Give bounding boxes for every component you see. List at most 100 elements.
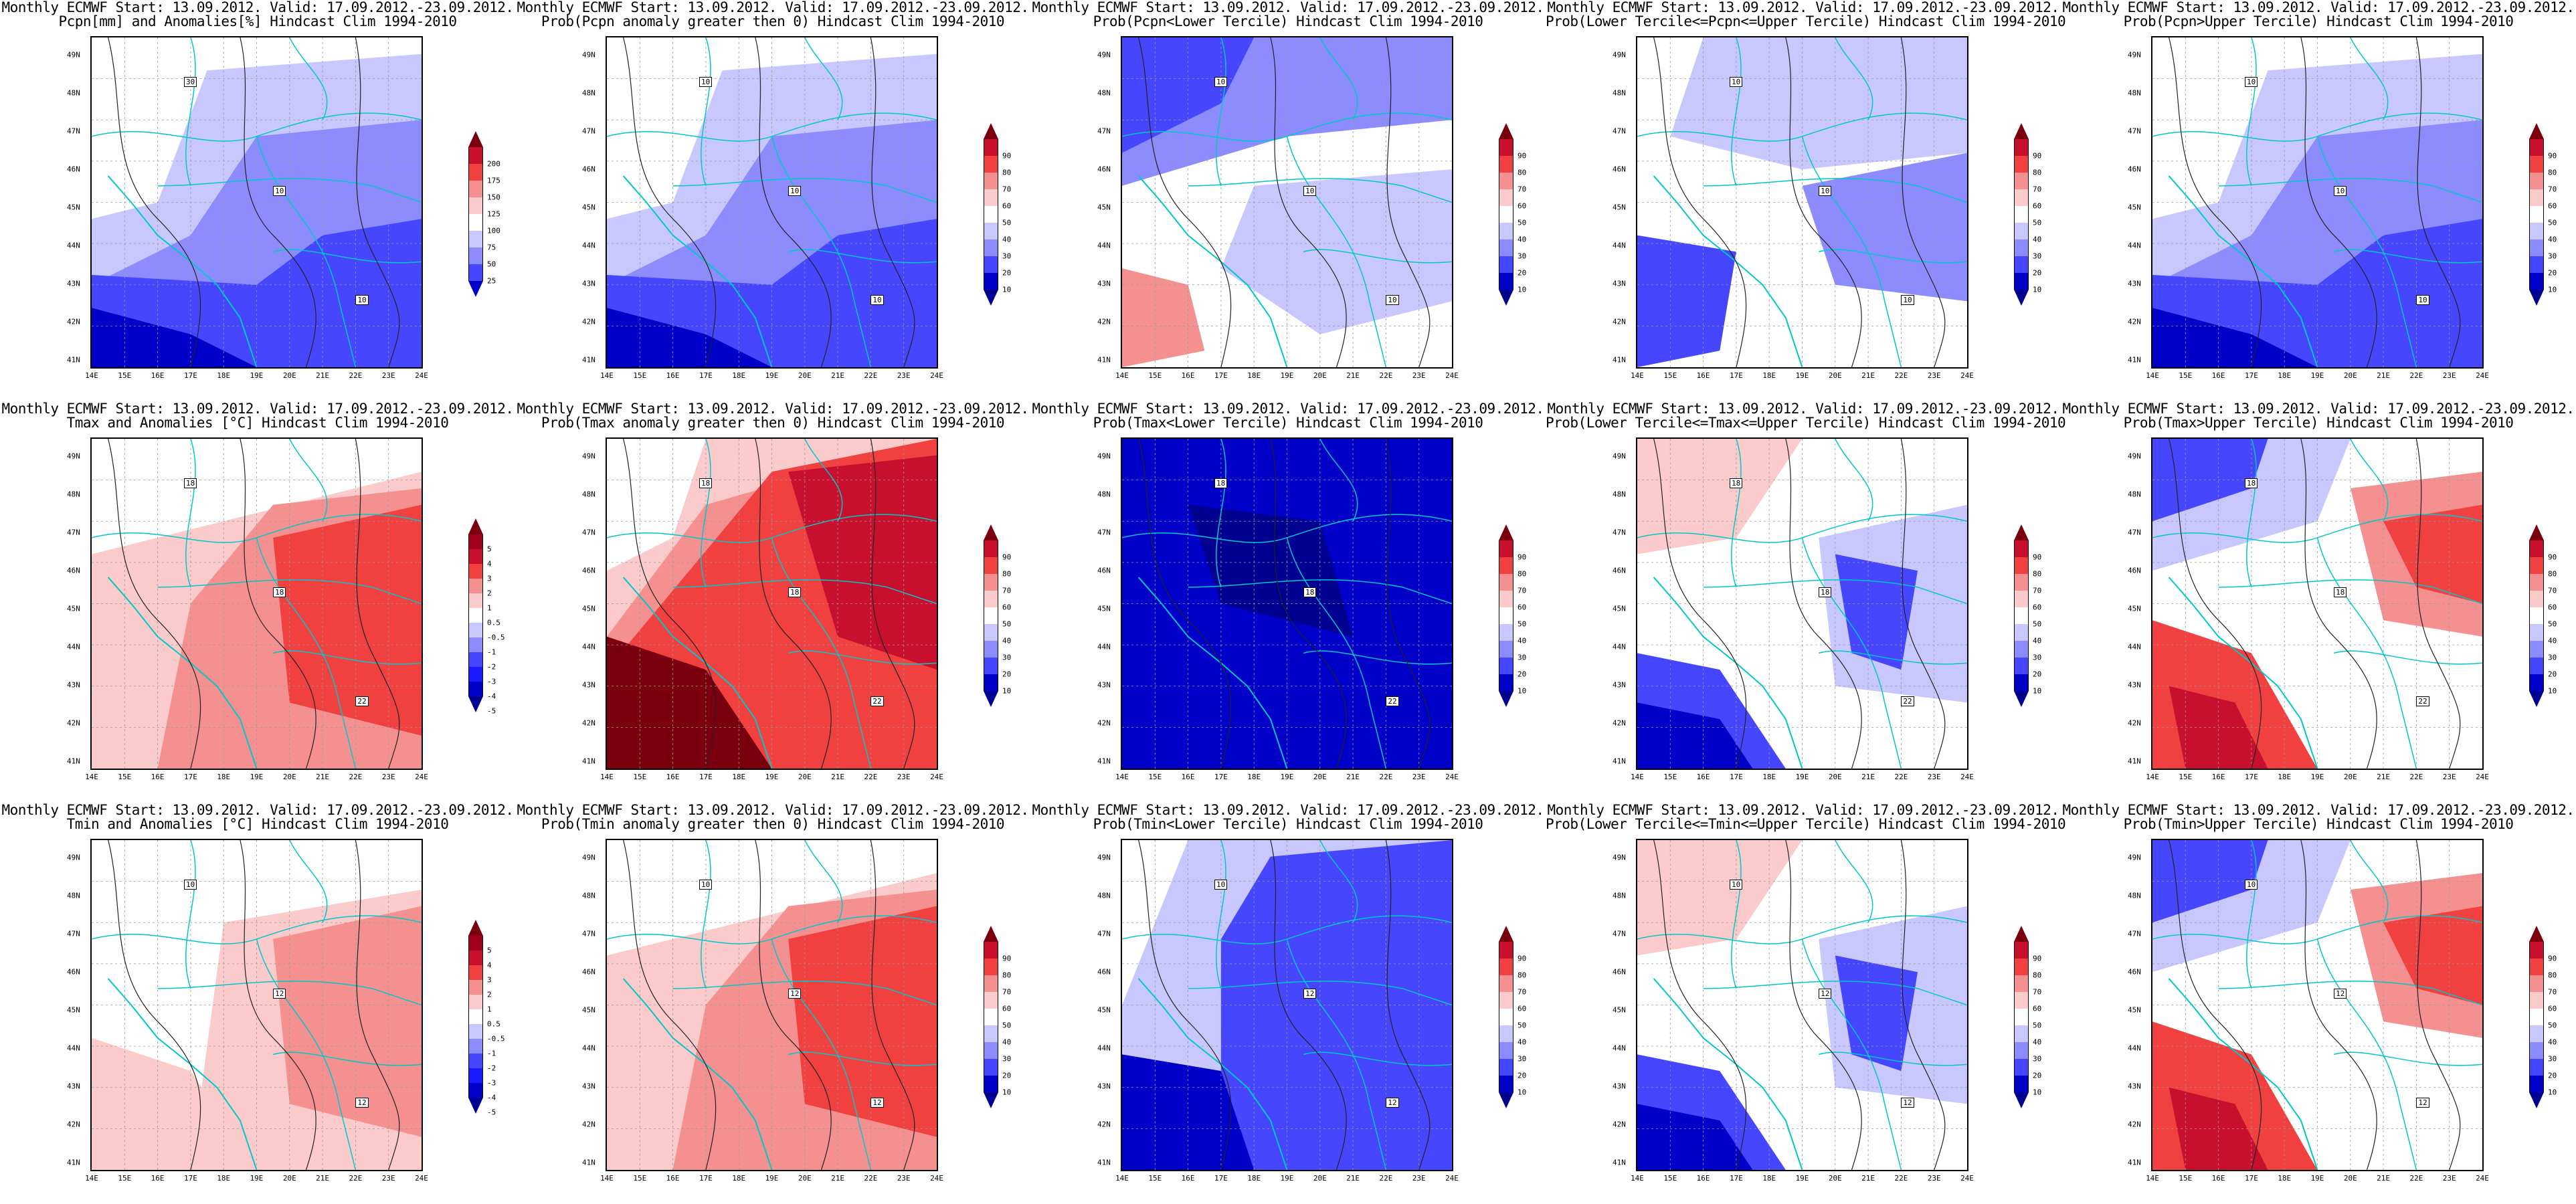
contour-line [108, 840, 201, 1170]
contour-label: 22 [1386, 696, 1399, 706]
lon-tick-label: 24E [2476, 773, 2489, 781]
colorbar-segment [2529, 674, 2544, 691]
colorbar-segment [2014, 540, 2029, 557]
lat-tick-label: 48N [67, 490, 80, 499]
lat-tick-label: 49N [1613, 50, 1626, 60]
colorbar-segment [468, 652, 483, 667]
colorbar-label: 50 [1517, 218, 1527, 227]
colorbar-segment [1499, 607, 1513, 624]
colorbar-segment [468, 667, 483, 682]
panel-title-line2: Pcpn[mm] and Anomalies[%] Hindcast Clim … [58, 13, 457, 29]
colorbar-segment [984, 640, 998, 658]
contour-line [2169, 439, 2262, 769]
contour-line [1385, 840, 1431, 1170]
colorbar-segment [2529, 540, 2544, 557]
lon-tick-label: 19E [1795, 773, 1809, 781]
colorbar-label: 70 [1002, 586, 1012, 595]
lon-tick-label: 22E [349, 371, 363, 380]
lat-tick-label: 49N [67, 452, 80, 461]
colorbar-segment [2014, 172, 2029, 189]
lat-tick-label: 45N [1613, 203, 1626, 212]
lon-tick-label: 16E [2211, 371, 2225, 380]
contour-line [1653, 37, 1747, 367]
lat-tick-label: 46N [1097, 165, 1111, 174]
colorbar-label: -4 [487, 1093, 496, 1102]
lat-tick-label: 48N [582, 490, 595, 499]
lat-tick-label: 42N [67, 1120, 80, 1129]
colorbar-label: -1 [487, 647, 496, 657]
lat-tick-label: 49N [582, 452, 595, 461]
colorbar-label: 80 [1002, 569, 1012, 578]
colorbar-label: 50 [2548, 1021, 2557, 1029]
lat-tick-label: 42N [582, 718, 595, 728]
colorbar-label: 30 [2548, 653, 2557, 662]
colorbar-label: 1 [487, 1005, 492, 1014]
colorbar-segment [2529, 607, 2544, 624]
lat-tick-label: 43N [67, 680, 80, 690]
lat-tick-label: 47N [67, 126, 80, 136]
lon-tick-label: 16E [1696, 371, 1710, 380]
lon-tick-label: 15E [118, 371, 132, 380]
contour-line [1900, 840, 1946, 1170]
colorbar-label: 80 [2548, 971, 2557, 979]
colorbar-label: 60 [2033, 1004, 2042, 1013]
colorbar-label: 80 [1002, 168, 1012, 177]
country-border [185, 439, 196, 588]
colorbar-label: 80 [2548, 168, 2557, 177]
colorbar-segment [2529, 272, 2544, 290]
lat-tick-label: 42N [2128, 317, 2141, 326]
lon-tick-label: 18E [217, 773, 231, 781]
colorbar-segment [984, 1075, 998, 1092]
lon-tick-label: 21E [2377, 773, 2391, 781]
lon-tick-label: 14E [85, 371, 98, 380]
country-border [185, 840, 196, 989]
colorbar [468, 131, 483, 297]
lon-tick-label: 19E [2310, 773, 2324, 781]
colorbar-segment [2529, 623, 2544, 641]
lon-tick-label: 17E [1729, 1174, 1743, 1183]
contour-label: 12 [355, 1097, 369, 1108]
colorbar-label: 40 [1002, 1037, 1012, 1046]
map-panel-r1c5: Monthly ECMWF Start: 13.09.2012. Valid: … [2061, 0, 2576, 401]
country-border [2316, 537, 2417, 769]
colorbar-min-arrow [2529, 289, 2544, 306]
lat-tick-label: 41N [2128, 1158, 2141, 1167]
lon-tick-label: 19E [2310, 1174, 2324, 1183]
panel-title-line1: Monthly ECMWF Start: 13.09.2012. Valid: … [517, 802, 1029, 818]
colorbar-segment [468, 593, 483, 608]
lat-tick-label: 48N [582, 891, 595, 900]
colorbar-segment [1499, 239, 1513, 256]
map-area: 30 10 10 [90, 36, 423, 369]
colorbar-segment [984, 172, 998, 189]
colorbar-segment [468, 950, 483, 965]
field-band [1835, 554, 1918, 670]
colorbar-min-arrow [1499, 289, 1513, 306]
lat-tick-label: 46N [67, 967, 80, 977]
lon-tick-label: 17E [1214, 1174, 1228, 1183]
country-border [289, 439, 328, 522]
country-border [1703, 178, 1967, 203]
lon-tick-label: 24E [1445, 773, 1459, 781]
map-panel-r3c2: Monthly ECMWF Start: 13.09.2012. Valid: … [515, 803, 1030, 1204]
contour-line [1385, 439, 1431, 769]
lat-tick-label: 48N [1613, 88, 1626, 98]
panel-title-line1: Monthly ECMWF Start: 13.09.2012. Valid: … [1032, 802, 1544, 818]
country-border [289, 37, 328, 120]
colorbar-label: 50 [1002, 218, 1012, 227]
colorbar-min-arrow [2529, 690, 2544, 707]
colorbar-label: 60 [1517, 603, 1527, 611]
contour-label: 12 [788, 988, 802, 999]
colorbar-segment [2529, 189, 2544, 206]
lon-tick-label: 14E [600, 371, 614, 380]
colorbar-label: 2 [487, 589, 492, 598]
colorbar [984, 524, 998, 707]
country-border [2218, 178, 2482, 203]
colorbar-label: 25 [487, 276, 496, 286]
lon-tick-label: 23E [381, 371, 395, 380]
contour-label: 10 [184, 880, 197, 890]
lon-tick-label: 24E [415, 773, 428, 781]
colorbar-label: 10 [2033, 686, 2042, 695]
colorbar-label: 2 [487, 990, 492, 999]
lat-tick-label: 46N [1097, 566, 1111, 575]
colorbar-segment [984, 540, 998, 557]
